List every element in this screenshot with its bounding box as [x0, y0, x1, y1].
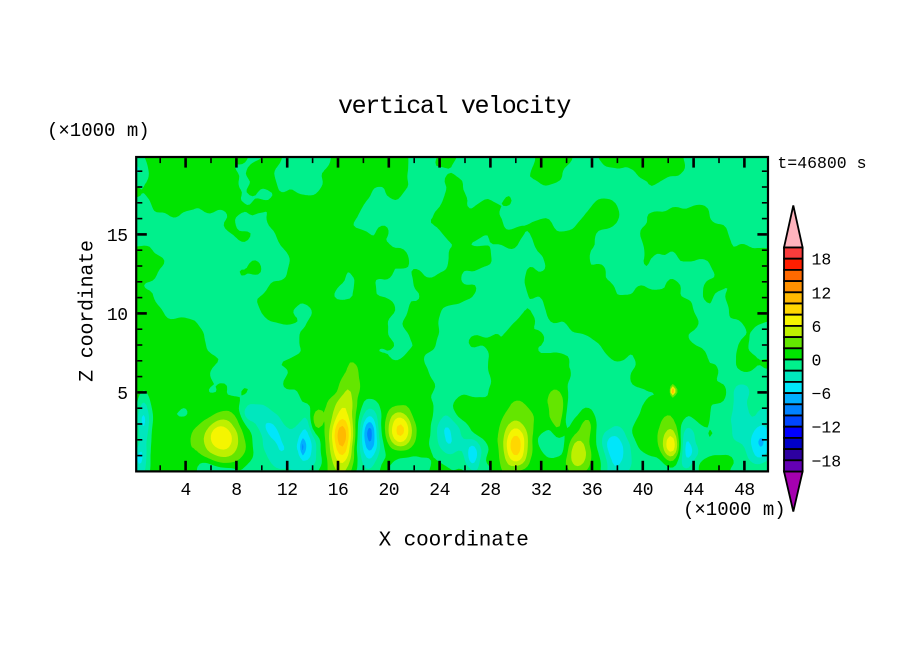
- svg-text:10: 10: [107, 306, 128, 326]
- svg-text:−6: −6: [812, 385, 832, 404]
- svg-text:5: 5: [117, 385, 127, 405]
- svg-text:X coordinate: X coordinate: [379, 530, 529, 553]
- svg-text:6: 6: [812, 318, 822, 337]
- svg-text:28: 28: [480, 481, 501, 501]
- svg-text:32: 32: [531, 481, 552, 501]
- svg-text:−18: −18: [812, 452, 842, 471]
- svg-text:40: 40: [632, 481, 653, 501]
- svg-text:(×1000 m): (×1000 m): [47, 120, 150, 142]
- svg-text:16: 16: [328, 481, 349, 501]
- svg-text:8: 8: [231, 481, 241, 501]
- svg-text:36: 36: [582, 481, 603, 501]
- svg-text:15: 15: [107, 227, 128, 247]
- svg-text:Z coordinate: Z coordinate: [77, 240, 100, 382]
- svg-text:4: 4: [180, 481, 190, 501]
- svg-text:−12: −12: [812, 419, 842, 438]
- svg-text:0: 0: [812, 352, 822, 371]
- svg-text:t=46800 s: t=46800 s: [777, 154, 866, 173]
- svg-text:44: 44: [683, 481, 704, 501]
- svg-text:vertical velocity: vertical velocity: [338, 92, 571, 121]
- svg-text:18: 18: [812, 251, 832, 270]
- svg-text:20: 20: [378, 481, 399, 501]
- svg-text:24: 24: [429, 481, 450, 501]
- svg-text:48: 48: [734, 481, 755, 501]
- svg-text:(×1000 m): (×1000 m): [683, 499, 786, 521]
- svg-text:12: 12: [812, 284, 832, 303]
- svg-text:12: 12: [277, 481, 298, 501]
